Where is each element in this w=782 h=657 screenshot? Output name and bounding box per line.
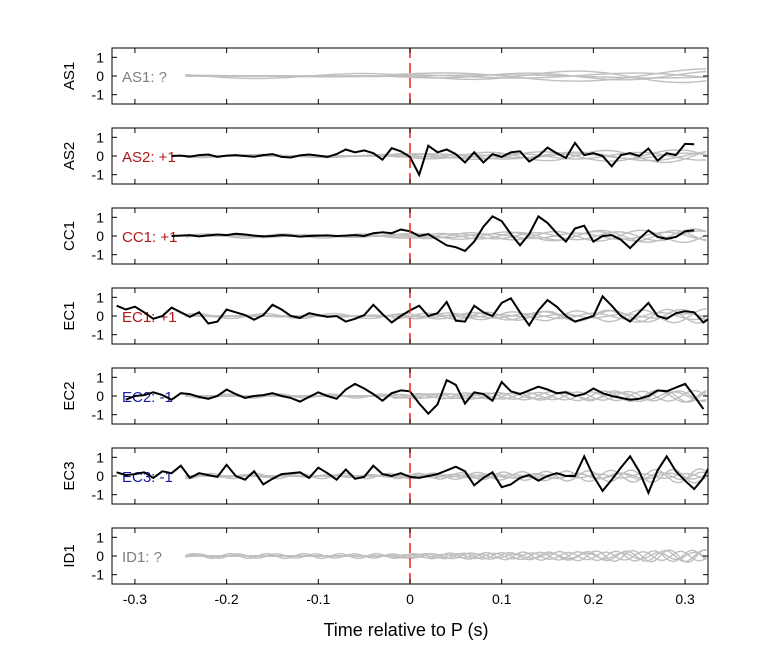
station-label-as2: AS2	[61, 142, 78, 170]
x-tick-label: -0.3	[123, 591, 147, 607]
background-trace	[185, 389, 707, 403]
waveform-trace	[116, 294, 708, 328]
background-traces	[185, 149, 707, 164]
background-trace	[185, 468, 707, 484]
y-tick-label: 1	[96, 289, 104, 305]
y-tick-label: 0	[96, 388, 104, 404]
y-tick-label: -1	[92, 327, 105, 343]
y-tick-label: 1	[96, 369, 104, 385]
y-tick-label: -1	[92, 487, 105, 503]
y-tick-label: 1	[96, 129, 104, 145]
station-label-ec2: EC2	[61, 381, 78, 410]
panel-as1: AS1: ? -1 0 1 AS1	[61, 47, 709, 105]
station-label-as1: AS1	[61, 62, 78, 90]
station-label-cc1: CC1	[61, 221, 78, 251]
x-tick-label: 0.3	[675, 591, 695, 607]
x-tick-label: -0.1	[306, 591, 330, 607]
x-tick-label: 0	[406, 591, 414, 607]
background-trace	[185, 471, 707, 481]
background-traces	[185, 389, 707, 403]
panel-id1: ID1: ? -1 0 1 -0.3 -0.2 -0.1 0 0.1 0.2 0.3 ID1	[61, 527, 709, 607]
y-tick-label: -1	[92, 407, 105, 423]
waveform-trace	[171, 141, 695, 178]
background-trace	[185, 308, 707, 323]
background-trace	[185, 389, 707, 402]
x-tick-label: -0.2	[215, 591, 239, 607]
panel-cc1: CC1: +1 -1 0 1 CC1	[61, 207, 709, 265]
y-tick-label: 0	[96, 148, 104, 164]
y-tick-label: -1	[92, 567, 105, 583]
y-tick-label: 0	[96, 308, 104, 324]
polarity-label-id1: ID1: ?	[122, 549, 162, 566]
panel-ec1: EC1: +1 -1 0 1 EC1	[61, 287, 709, 345]
y-tick-label: -1	[92, 247, 105, 263]
y-tick-label: 1	[96, 529, 104, 545]
background-trace	[185, 70, 707, 81]
y-tick-label: -1	[92, 87, 105, 103]
background-traces	[185, 68, 707, 84]
y-tick-label: 0	[96, 228, 104, 244]
polarity-label-cc1: CC1: +1	[122, 229, 177, 246]
y-tick-label: 1	[96, 449, 104, 465]
background-traces	[185, 548, 707, 564]
polarity-label-as1: AS1: ?	[122, 69, 167, 86]
background-trace	[185, 548, 707, 564]
y-tick-label: 1	[96, 209, 104, 225]
panel-as2: AS2: +1 -1 0 1 AS2	[61, 127, 709, 185]
station-label-ec1: EC1	[61, 301, 78, 330]
waveform-trace	[125, 378, 705, 416]
waveform-trace	[116, 454, 708, 496]
x-axis-label: Time relative to P (s)	[323, 620, 488, 640]
polarity-label-as2: AS2: +1	[122, 149, 176, 166]
x-tick-label: 0.2	[584, 591, 604, 607]
y-tick-label: -1	[92, 167, 105, 183]
background-trace	[185, 551, 707, 561]
y-tick-label: 1	[96, 49, 104, 65]
polarity-label-ec1: EC1: +1	[122, 309, 177, 326]
polarity-label-ec2: EC2: -1	[122, 389, 173, 406]
station-label-id1: ID1	[61, 544, 78, 567]
station-label-ec3: EC3	[61, 461, 78, 490]
x-tick-label: 0.1	[492, 591, 512, 607]
y-tick-label: 0	[96, 468, 104, 484]
waveform-trace	[171, 214, 695, 253]
y-tick-label: 0	[96, 548, 104, 564]
panel-ec2: EC2: -1 -1 0 1 EC2	[61, 367, 709, 425]
y-tick-label: 0	[96, 68, 104, 84]
background-trace	[185, 229, 707, 242]
